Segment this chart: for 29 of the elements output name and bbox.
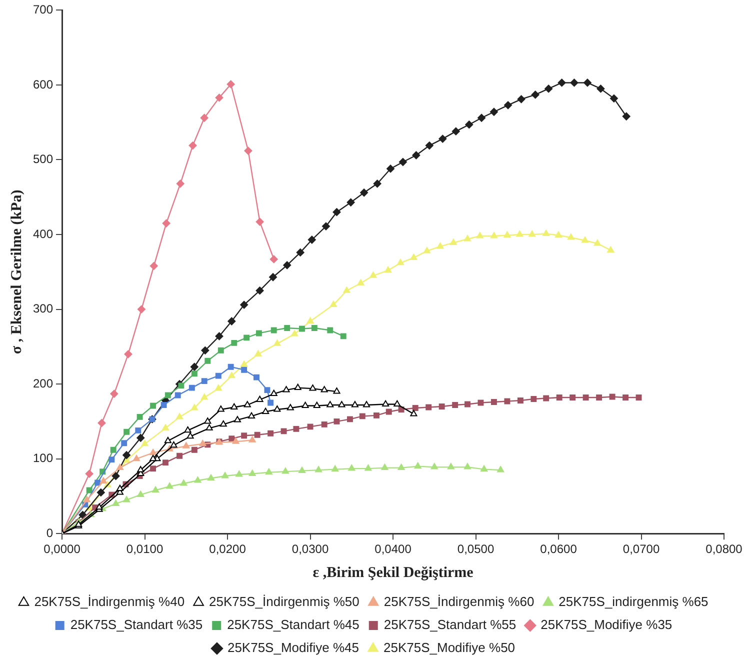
y-tick-label: 400 [32,226,54,241]
y-tick-label: 600 [32,77,54,92]
legend-label: 25K75S_indirgenmiş %65 [558,594,708,610]
y-tick-label: 0 [46,526,54,540]
x-tick-label: 0,0600 [540,542,578,556]
x-tick-label: 0,0400 [374,542,412,556]
x-tick-label: 0,0100 [126,542,164,556]
legend-label: 25K75S_Standart %35 [70,617,203,632]
y-tick-label: 700 [32,2,54,17]
legend-label: 25K75S_İndirgenmiş %60 [384,594,534,610]
y-tick-label: 500 [32,152,54,166]
x-tick-label: 0,0700 [622,542,660,556]
legend-label: 25K75S_İndirgenmiş %50 [209,594,360,610]
legend-label: 25K75S_Modifiye %45 [227,640,359,656]
x-tick-label: 0,0300 [292,542,329,556]
x-tick-label: 0,0800 [706,542,743,556]
legend-label: 25K75S_İndirgenmiş %40 [34,594,185,610]
legend-label: 25K75S_Standart %45 [227,617,360,632]
x-tick-label: 0,0200 [209,542,246,556]
legend-label: 25K75S_Modifiye %50 [384,640,516,656]
legend-label: 25K75S_Modifiye %35 [540,617,672,632]
x-tick-label: 0,0500 [457,542,494,556]
y-axis-title: σ , Eksenel Gerilme (kPa) [8,190,25,354]
y-tick-label: 200 [32,376,54,390]
y-tick-label: 100 [32,451,54,466]
y-tick-label: 300 [32,302,54,316]
x-tick-label: 0,0000 [44,542,81,556]
x-axis-title: ε ,Birim Şekil Değiştirme [312,564,474,581]
legend-label: 25K75S_Standart %55 [384,617,516,632]
